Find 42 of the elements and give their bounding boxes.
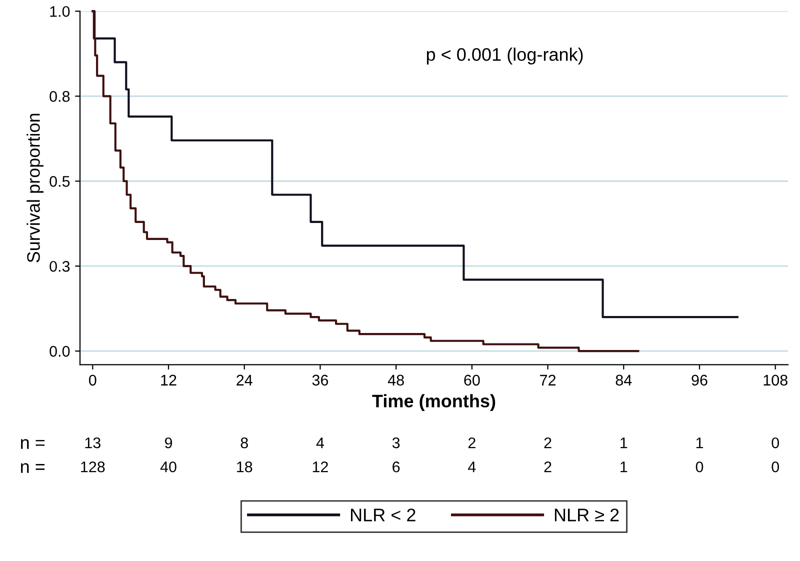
legend-label: NLR < 2 — [351, 508, 416, 522]
text: 9 — [164, 437, 172, 448]
text: 40 — [160, 461, 176, 472]
text: 4 — [316, 438, 324, 448]
x-tick-label: 12 — [161, 374, 176, 386]
text: 2 — [544, 437, 552, 448]
x-tick-label: 72 — [540, 374, 556, 386]
y-axis-title: Survival proportion — [26, 114, 44, 262]
text: 3 — [392, 437, 400, 448]
text: 18 — [237, 461, 252, 472]
x-tick-label: 96 — [692, 374, 708, 386]
text: 8 — [240, 437, 248, 448]
text: 0 — [772, 437, 780, 448]
x-tick-label: 60 — [464, 374, 480, 386]
x-tick-label: 24 — [236, 374, 252, 386]
legend-label: NLR ≥ 2 — [554, 508, 619, 522]
x-tick-label: 84 — [616, 374, 632, 386]
text: 1 — [620, 462, 628, 472]
text: 1 — [696, 438, 704, 448]
text: 128 — [81, 461, 105, 472]
x-tick-label: 0 — [88, 374, 96, 386]
y-tick-label: 0.0 — [50, 346, 70, 357]
y-tick-label: 0.8 — [50, 91, 70, 102]
text: 0 — [772, 461, 780, 472]
x-tick-label: 36 — [312, 374, 328, 386]
text: 1 — [620, 438, 628, 448]
text: 13 — [85, 437, 100, 448]
y-tick-label: 1.0 — [50, 6, 70, 17]
text: 6 — [392, 461, 400, 472]
text: 2 — [544, 461, 552, 472]
y-tick-label: 0.3 — [50, 260, 70, 272]
text: 2 — [468, 437, 476, 448]
y-tick-label: 0.5 — [50, 176, 70, 187]
text: 12 — [312, 461, 328, 472]
annotation: p < 0.001 (log-rank) — [426, 48, 583, 64]
x-tick-label: 48 — [388, 374, 404, 386]
text: n = — [21, 463, 45, 473]
text: 4 — [468, 462, 476, 472]
x-tick-label: 108 — [764, 374, 788, 386]
x-axis-title: Time (months) — [372, 394, 496, 411]
text: 0 — [696, 461, 704, 472]
text: n = — [21, 439, 45, 449]
